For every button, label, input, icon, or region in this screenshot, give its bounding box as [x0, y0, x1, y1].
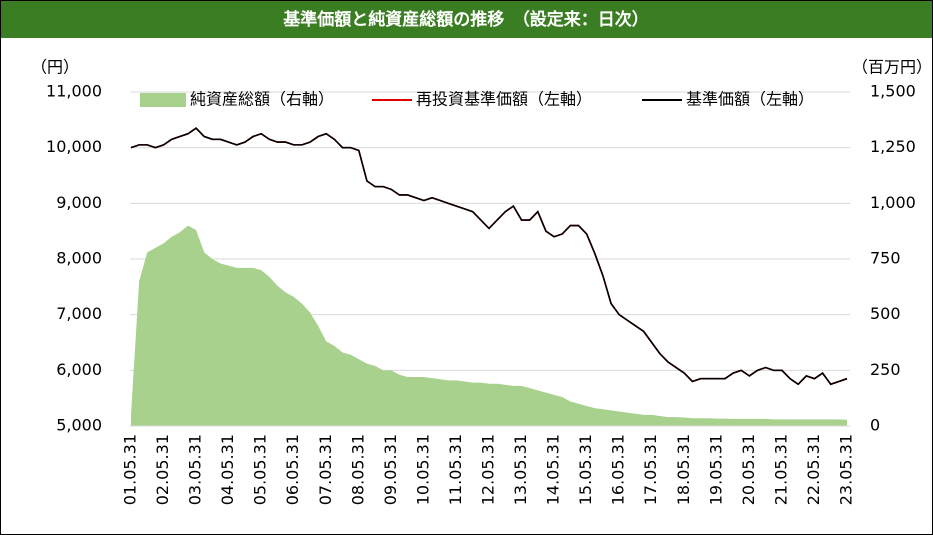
- y2-tick-label: 500: [870, 304, 901, 323]
- x-tick-label: 23.05.31: [837, 434, 856, 505]
- y2-tick-label: 1,250: [870, 137, 916, 156]
- x-tick-label: 13.05.31: [511, 434, 530, 505]
- x-tick-label: 16.05.31: [609, 434, 628, 505]
- legend-label: 純資産総額（右軸）: [190, 90, 334, 109]
- y-tick-label: 10,000: [46, 137, 102, 156]
- x-tick-label: 21.05.31: [771, 434, 790, 505]
- line: [130, 127, 848, 386]
- title-bar: [1, 1, 932, 38]
- x-tick-label: 11.05.31: [446, 434, 465, 505]
- y2-tick-label: 750: [870, 249, 901, 268]
- y2-tick-label: 0: [870, 416, 880, 435]
- x-tick-label: 22.05.31: [804, 434, 823, 505]
- y-tick-label: 9,000: [56, 193, 102, 212]
- x-tick-label: 20.05.31: [739, 434, 758, 505]
- x-tick-label: 09.05.31: [381, 434, 400, 505]
- y-tick-label: 6,000: [56, 360, 102, 379]
- y-tick-label: 7,000: [56, 304, 102, 323]
- chart-title: 基準価額と純資産総額の推移 （設定来：日次）: [282, 9, 649, 30]
- legend-swatch: [140, 93, 186, 107]
- y-axis-label: （円）: [31, 58, 79, 77]
- x-tick-label: 08.05.31: [348, 434, 367, 505]
- x-tick-label: 18.05.31: [674, 434, 693, 505]
- y-tick-label: 5,000: [56, 416, 102, 435]
- y-tick-label: 11,000: [46, 82, 102, 101]
- x-tick-label: 19.05.31: [706, 434, 725, 505]
- x-tick-label: 04.05.31: [218, 434, 237, 505]
- area: [131, 225, 847, 426]
- y2-tick-label: 1,500: [870, 82, 916, 101]
- y-tick-label: 8,000: [56, 249, 102, 268]
- x-tick-label: 07.05.31: [316, 434, 335, 505]
- y2-tick-label: 1,000: [870, 193, 916, 212]
- x-tick-label: 01.05.31: [121, 434, 140, 505]
- legend-label: 再投資基準価額（左軸）: [416, 90, 592, 109]
- x-tick-label: 03.05.31: [186, 434, 205, 505]
- x-tick-label: 05.05.31: [251, 434, 270, 505]
- y2-tick-label: 250: [870, 360, 901, 379]
- legend-label: 基準価額（左軸）: [686, 90, 814, 109]
- x-tick-label: 14.05.31: [544, 434, 563, 505]
- x-tick-label: 10.05.31: [413, 434, 432, 505]
- x-tick-label: 02.05.31: [153, 434, 172, 505]
- x-tick-label: 15.05.31: [576, 434, 595, 505]
- x-tick-label: 06.05.31: [283, 434, 302, 505]
- x-tick-label: 17.05.31: [641, 434, 660, 505]
- y2-axis-label: （百万円）: [852, 58, 932, 77]
- x-tick-label: 12.05.31: [479, 434, 498, 505]
